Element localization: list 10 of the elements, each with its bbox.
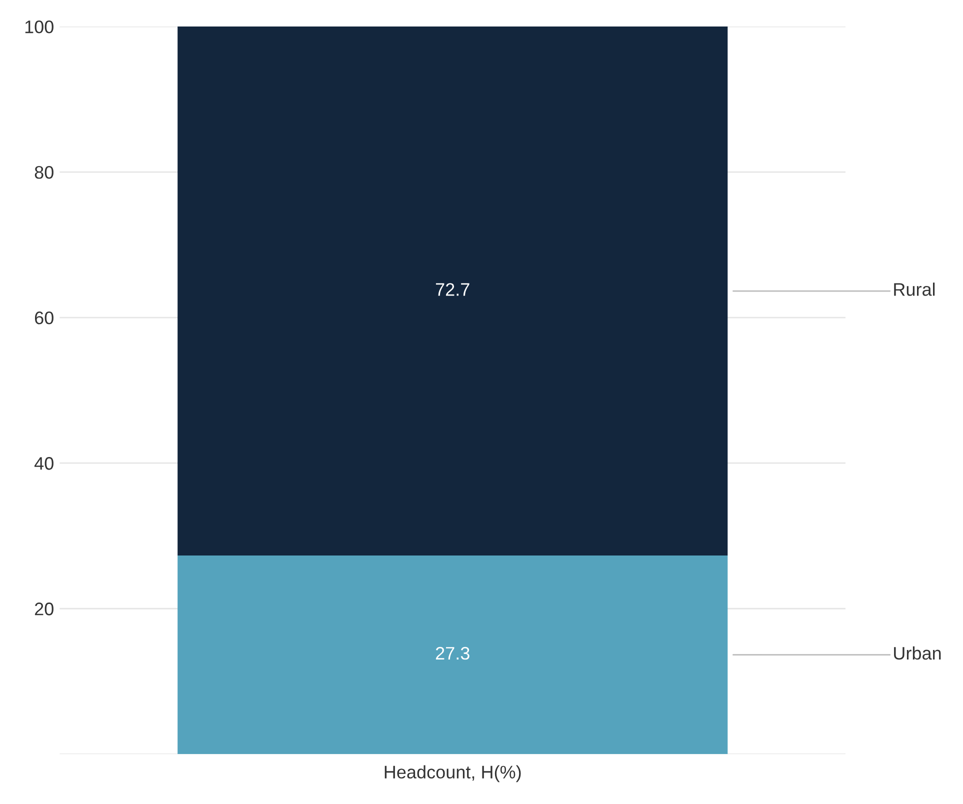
text: Urban bbox=[894, 646, 941, 660]
y-tick-label: 80 bbox=[34, 166, 54, 179]
y-tick-label: 20 bbox=[34, 602, 54, 616]
y-tick-label: 40 bbox=[34, 457, 54, 470]
x-tick-label: Headcount, H(%) bbox=[384, 765, 521, 782]
data-label: 27.3 bbox=[436, 646, 470, 660]
data-label: 72.7 bbox=[436, 283, 470, 296]
y-tick-label: 60 bbox=[34, 312, 54, 324]
text: Rural bbox=[894, 282, 935, 296]
y-tick-label: 100 bbox=[25, 20, 54, 34]
